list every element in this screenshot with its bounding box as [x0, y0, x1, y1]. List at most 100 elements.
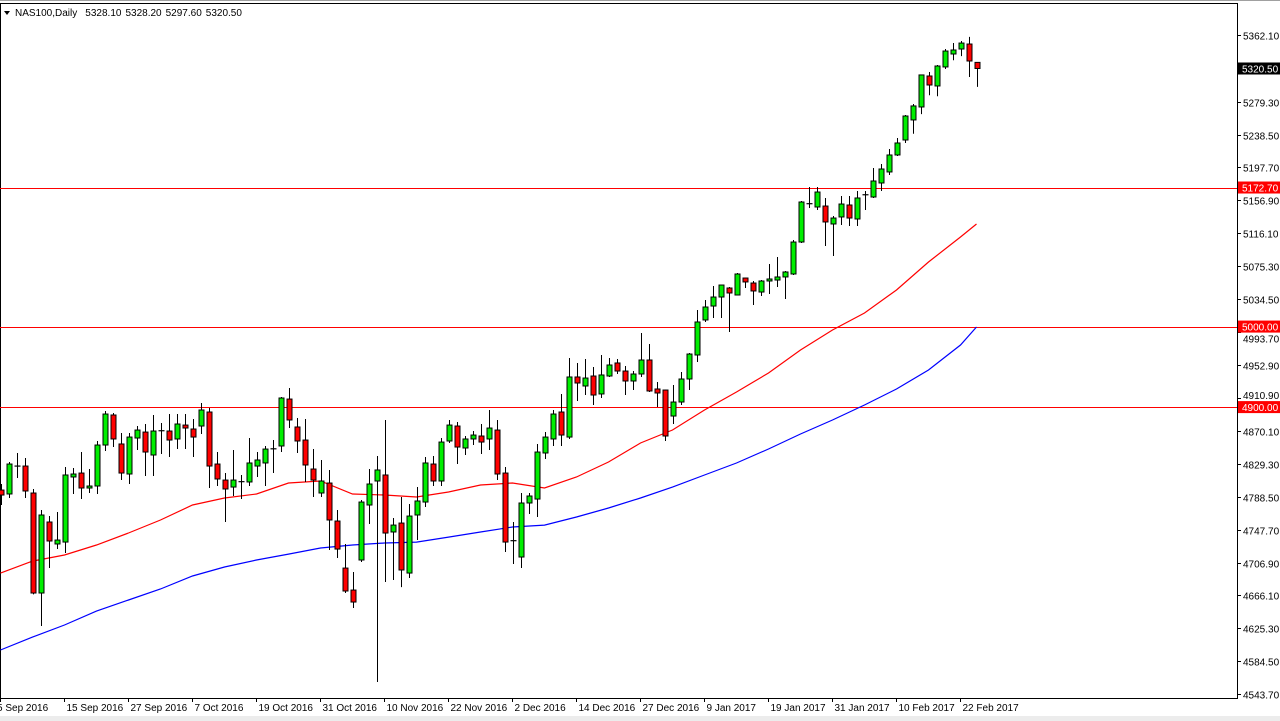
candle[interactable] — [118, 433, 125, 481]
candle[interactable] — [166, 414, 173, 458]
candle[interactable] — [934, 64, 941, 97]
candle[interactable] — [974, 61, 981, 87]
candle[interactable] — [254, 452, 261, 477]
candle[interactable] — [286, 388, 293, 429]
candle[interactable] — [590, 366, 597, 406]
candle[interactable] — [894, 137, 901, 157]
candle[interactable] — [14, 452, 21, 479]
candle[interactable] — [702, 300, 709, 322]
candle[interactable] — [486, 409, 493, 451]
candle[interactable] — [70, 468, 77, 494]
candle[interactable] — [942, 49, 949, 69]
candle[interactable] — [446, 419, 453, 444]
candle[interactable] — [510, 522, 517, 565]
candle[interactable] — [246, 438, 253, 487]
candle[interactable] — [478, 424, 485, 455]
candle[interactable] — [94, 440, 101, 494]
candle[interactable] — [822, 197, 829, 246]
candle[interactable] — [870, 168, 877, 198]
candle[interactable] — [278, 397, 285, 453]
candle[interactable] — [902, 114, 909, 143]
candle[interactable] — [326, 469, 333, 551]
candle[interactable] — [158, 423, 165, 455]
candle[interactable] — [862, 190, 869, 210]
candle[interactable] — [662, 389, 669, 441]
candle[interactable] — [46, 516, 53, 569]
candle[interactable] — [414, 487, 421, 541]
candle[interactable] — [694, 309, 701, 363]
candle[interactable] — [558, 393, 565, 446]
candle[interactable] — [198, 402, 205, 434]
candle[interactable] — [910, 104, 917, 134]
candle[interactable] — [310, 449, 317, 498]
candle[interactable] — [958, 41, 965, 57]
candle[interactable] — [710, 285, 717, 319]
candle[interactable] — [502, 467, 509, 553]
candle[interactable] — [190, 419, 197, 458]
candle[interactable] — [262, 445, 269, 487]
candle[interactable] — [454, 421, 461, 465]
candle[interactable] — [630, 371, 637, 391]
candle[interactable] — [6, 462, 13, 499]
candle[interactable] — [774, 257, 781, 287]
candle[interactable] — [382, 419, 389, 582]
candle[interactable] — [302, 419, 309, 482]
candle[interactable] — [54, 512, 61, 550]
candle[interactable] — [654, 381, 661, 408]
candle[interactable] — [950, 43, 957, 61]
candle[interactable] — [518, 493, 525, 569]
candle[interactable] — [918, 74, 925, 115]
candle[interactable] — [222, 473, 229, 523]
candle[interactable] — [878, 163, 885, 191]
candle[interactable] — [22, 457, 29, 499]
candle[interactable] — [150, 414, 157, 477]
candle[interactable] — [390, 518, 397, 581]
candle[interactable] — [294, 418, 301, 453]
candle[interactable] — [686, 352, 693, 391]
candle[interactable] — [806, 187, 813, 208]
candle[interactable] — [814, 187, 821, 210]
candle[interactable] — [798, 200, 805, 243]
candle[interactable] — [398, 497, 405, 588]
candle[interactable] — [670, 385, 677, 425]
candle[interactable] — [374, 456, 381, 683]
candle[interactable] — [270, 440, 277, 474]
candle[interactable] — [174, 414, 181, 450]
candle[interactable] — [622, 366, 629, 396]
candle[interactable] — [422, 457, 429, 508]
candle[interactable] — [846, 195, 853, 227]
candle[interactable] — [574, 362, 581, 401]
candle[interactable] — [718, 284, 725, 319]
candle[interactable] — [230, 450, 237, 496]
candle[interactable] — [926, 71, 933, 96]
candle[interactable] — [78, 452, 85, 500]
candle[interactable] — [758, 280, 765, 296]
candle[interactable] — [830, 216, 837, 256]
candle[interactable] — [734, 273, 741, 296]
candle[interactable] — [638, 333, 645, 377]
candle[interactable] — [646, 343, 653, 393]
candle[interactable] — [726, 286, 733, 332]
candle[interactable] — [86, 469, 93, 494]
candle[interactable] — [142, 424, 149, 477]
candle[interactable] — [542, 432, 549, 460]
candle[interactable] — [678, 371, 685, 406]
candle[interactable] — [966, 36, 973, 78]
candle[interactable] — [134, 426, 141, 451]
candle[interactable] — [526, 493, 533, 515]
candle[interactable] — [566, 357, 573, 439]
candle[interactable] — [494, 419, 501, 481]
candle[interactable] — [38, 510, 45, 627]
candle[interactable] — [534, 443, 541, 518]
candle[interactable] — [334, 510, 341, 558]
candle[interactable] — [598, 354, 605, 398]
candle[interactable] — [214, 452, 221, 487]
candle[interactable] — [742, 277, 749, 289]
candle[interactable] — [438, 438, 445, 487]
dropdown-triangle-icon[interactable] — [4, 11, 10, 15]
candle[interactable] — [582, 359, 589, 396]
candle[interactable] — [782, 271, 789, 300]
candle[interactable] — [30, 488, 37, 595]
candle[interactable] — [62, 467, 69, 554]
